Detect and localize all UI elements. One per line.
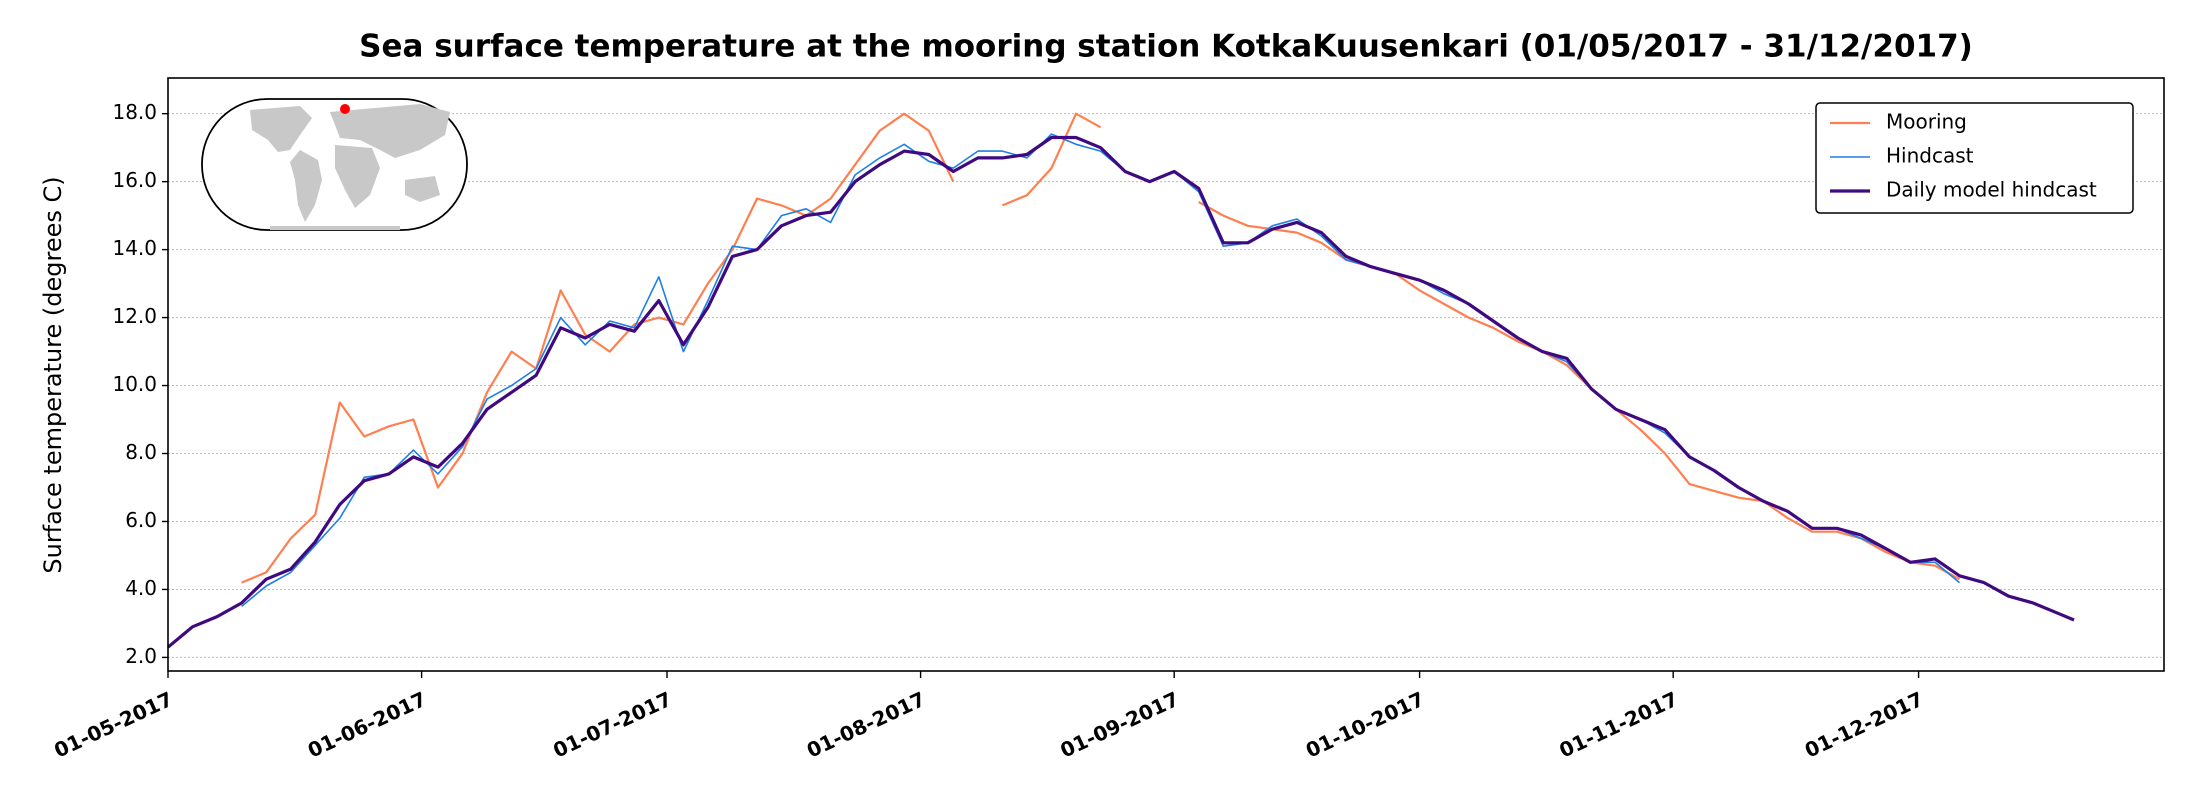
legend-label: Mooring [1886,110,1967,134]
y-tick-label: 10.0 [112,372,157,396]
series-line [166,135,2075,649]
y-tick-label: 2.0 [125,644,157,668]
y-tick-label: 16.0 [112,168,157,192]
y-tick-label: 8.0 [125,440,157,464]
legend-box [1815,102,2134,214]
y-tick-label: 14.0 [112,236,157,260]
y-axis-label: Surface temperature (degrees C) [39,176,67,573]
chart-title: Sea surface temperature at the mooring s… [359,29,1973,65]
x-tick-label: 01-11-2017 [1556,687,1682,763]
x-tick-label: 01-05-2017 [50,687,176,763]
x-tick-label: 01-12-2017 [1801,687,1927,763]
axes-frame [167,77,2165,672]
x-tick-label: 01-06-2017 [304,687,430,763]
series-line [241,112,1961,584]
map-land [250,104,450,230]
legend: Mooring Hindcast Daily model hindcast [1815,102,2134,214]
legend-label: Daily model hindcast [1886,178,2097,202]
x-tick-label: 01-09-2017 [1057,687,1183,763]
x-tick-label: 01-07-2017 [549,687,675,763]
x-tick-label: 01-08-2017 [803,687,929,763]
location-map [201,98,468,231]
legend-label: Hindcast [1886,144,1974,168]
station-marker [340,104,350,114]
y-tick-label: 18.0 [112,100,157,124]
x-tick-label: 01-10-2017 [1302,687,1428,763]
y-tick-label: 12.0 [112,304,157,328]
y-tick-label: 4.0 [125,576,157,600]
y-tick-label: 6.0 [125,508,157,532]
